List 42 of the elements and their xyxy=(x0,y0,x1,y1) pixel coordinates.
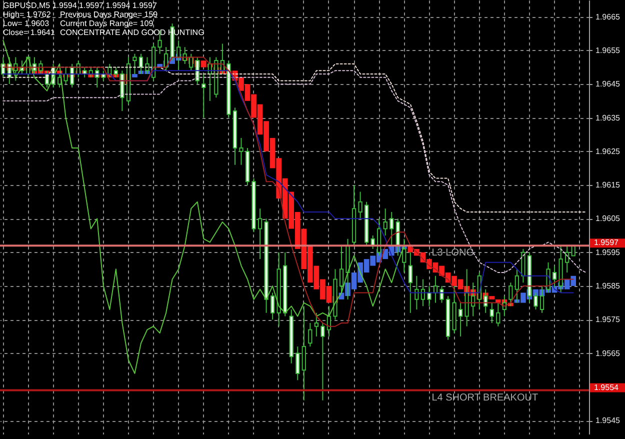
candlestick xyxy=(296,346,300,381)
candlestick xyxy=(358,191,362,220)
candlestick xyxy=(239,137,244,166)
candlestick xyxy=(202,74,206,118)
annotation: Low= 1.9603 xyxy=(3,19,50,28)
y-tick-label: 1.9615 xyxy=(596,180,621,190)
y-tick-label: 1.9665 xyxy=(596,12,621,22)
candlestick xyxy=(490,302,494,324)
line-series xyxy=(2,40,405,374)
candlestick xyxy=(258,208,262,260)
candlestick xyxy=(383,208,388,236)
candlestick xyxy=(521,248,526,284)
candlestick xyxy=(427,285,432,307)
y-tick-label: 1.9605 xyxy=(596,214,621,224)
annotation: Close= 1.9641 xyxy=(3,28,56,37)
y-tick-label: 1.9595 xyxy=(596,248,621,257)
candlestick xyxy=(320,322,325,401)
text: 1.9554 xyxy=(594,382,620,392)
candlestick xyxy=(440,285,444,304)
annotation: Current Days Range= 109 xyxy=(60,19,154,28)
ref-line-label: L4 SHORT BREAKOUT xyxy=(432,392,538,404)
y-tick-label: 1.9635 xyxy=(596,113,621,122)
y-tick-label: 1.9625 xyxy=(596,146,621,156)
chart-title: GBPUSD,M5 1.9594 1.9597 1.9594 1.9597 xyxy=(3,1,158,10)
y-tick-label: 1.9585 xyxy=(596,281,621,290)
candlestick xyxy=(314,312,318,337)
candlestick xyxy=(302,306,306,401)
y-tick-label: 1.9645 xyxy=(596,80,621,89)
y-tick-label: 1.9565 xyxy=(596,348,621,358)
text: 1.9597 xyxy=(594,238,620,248)
annotation: High= 1.9762 xyxy=(3,10,52,19)
candlestick xyxy=(458,302,463,337)
y-tick-label: 1.9655 xyxy=(596,46,621,55)
candlestick xyxy=(308,322,312,348)
y-tick-label: 1.9575 xyxy=(596,315,621,324)
candlestick xyxy=(270,292,275,320)
ref-line-label: L3 LONG xyxy=(432,248,474,259)
bar xyxy=(132,74,138,78)
y-tick-label: 1.9545 xyxy=(596,416,621,426)
candlestick xyxy=(565,245,570,274)
candlestick xyxy=(414,275,419,310)
annotation: Previous Days Range= 159 xyxy=(60,10,158,19)
